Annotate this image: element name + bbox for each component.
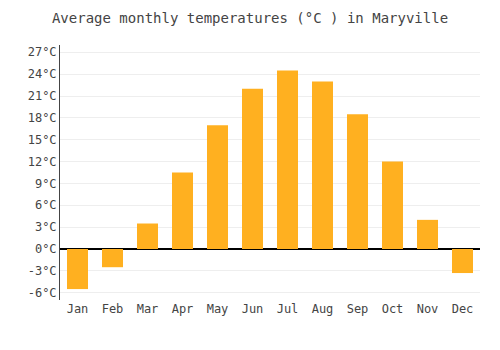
svg-text:6°C: 6°C <box>35 198 57 212</box>
svg-text:Aug: Aug <box>312 302 334 316</box>
svg-text:Jan: Jan <box>67 302 89 316</box>
svg-text:Jun: Jun <box>242 302 264 316</box>
svg-text:27°C: 27°C <box>28 45 57 59</box>
svg-text:Nov: Nov <box>417 302 439 316</box>
svg-text:0°C: 0°C <box>35 242 57 256</box>
svg-text:-6°C: -6°C <box>28 286 57 300</box>
svg-text:15°C: 15°C <box>28 133 57 147</box>
svg-text:Dec: Dec <box>452 302 474 316</box>
svg-text:18°C: 18°C <box>28 111 57 125</box>
svg-text:Jul: Jul <box>277 302 299 316</box>
svg-text:21°C: 21°C <box>28 89 57 103</box>
svg-text:Apr: Apr <box>172 302 194 316</box>
svg-text:Feb: Feb <box>102 302 124 316</box>
svg-text:May: May <box>207 302 229 316</box>
svg-text:24°C: 24°C <box>28 67 57 81</box>
svg-text:Average monthly temperatures (: Average monthly temperatures (°C ) in Ma… <box>52 10 448 26</box>
svg-text:Mar: Mar <box>137 302 159 316</box>
svg-text:Oct: Oct <box>382 302 404 316</box>
svg-text:-3°C: -3°C <box>28 264 57 278</box>
svg-text:3°C: 3°C <box>35 220 57 234</box>
svg-text:12°C: 12°C <box>28 155 57 169</box>
svg-text:9°C: 9°C <box>35 177 57 191</box>
svg-text:Sep: Sep <box>347 302 369 316</box>
